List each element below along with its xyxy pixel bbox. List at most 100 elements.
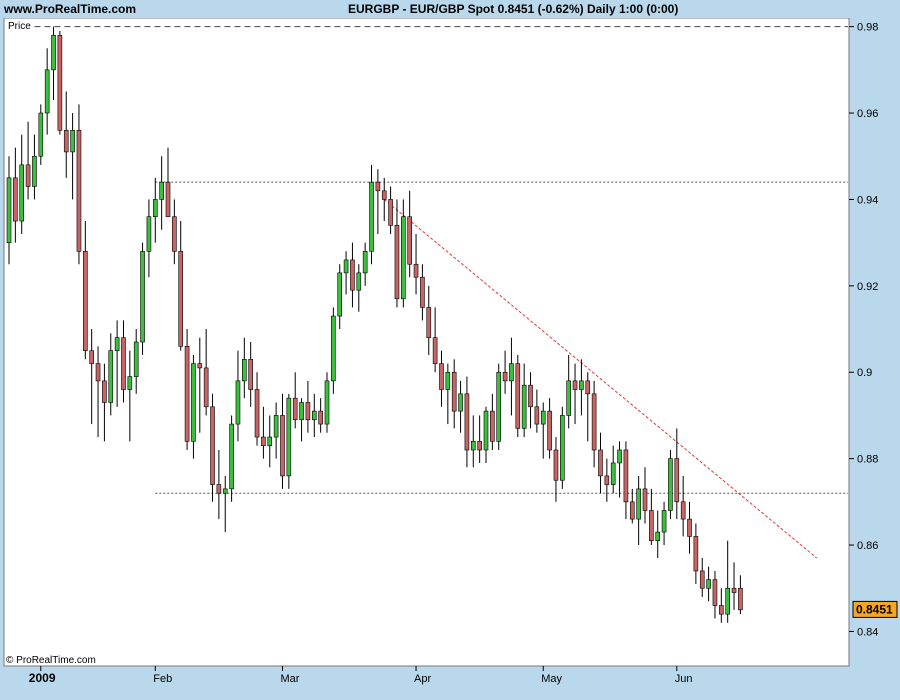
candle	[102, 380, 107, 403]
candle	[521, 384, 527, 429]
candle	[44, 69, 50, 114]
candle	[13, 177, 18, 222]
candle	[439, 363, 444, 390]
plot-panel	[3, 18, 850, 667]
candle	[617, 449, 622, 464]
y-tick-label: 0.94	[857, 194, 878, 206]
candle	[114, 337, 120, 351]
candle	[394, 225, 400, 300]
candle	[222, 488, 228, 494]
candle	[51, 34, 56, 71]
candle	[159, 181, 164, 200]
candle	[273, 415, 279, 438]
x-tick-label: May	[541, 673, 562, 685]
x-tick-label: Apr	[414, 673, 431, 685]
x-tick-label: 2009	[29, 671, 56, 685]
candle	[267, 436, 273, 446]
candle	[598, 449, 603, 477]
candle	[311, 410, 317, 421]
y-tick-label: 0.86	[857, 540, 878, 552]
candle	[203, 367, 209, 408]
y-tick-label: 0.84	[857, 626, 878, 638]
candle	[133, 341, 139, 377]
candle	[534, 406, 540, 425]
candle	[172, 216, 177, 252]
candle	[299, 402, 304, 421]
candle	[680, 501, 686, 520]
candle	[426, 307, 432, 338]
candle	[604, 475, 610, 485]
candle	[343, 259, 349, 274]
candle	[63, 130, 69, 153]
candle	[496, 371, 502, 442]
candle	[197, 363, 203, 369]
candle	[725, 587, 730, 615]
candle	[579, 380, 584, 390]
candle	[719, 605, 724, 615]
candle	[318, 410, 323, 425]
candle	[610, 462, 616, 485]
candle	[286, 397, 292, 477]
candle	[432, 337, 438, 364]
candle	[191, 363, 196, 442]
candle	[388, 199, 393, 226]
candle	[95, 363, 101, 382]
title-bar: www.ProRealTime.com EURGBP - EUR/GBP Spo…	[0, 0, 900, 18]
x-axis: 2009 Feb Mar Apr May Jun	[29, 666, 693, 685]
candle	[738, 587, 743, 611]
candle	[229, 423, 234, 490]
candle	[483, 410, 489, 451]
candle	[381, 190, 387, 200]
candle	[337, 272, 343, 317]
candle	[693, 536, 699, 572]
candle	[572, 380, 578, 390]
candle	[470, 441, 476, 451]
candle	[528, 384, 533, 408]
candle	[248, 358, 253, 390]
candle	[706, 579, 711, 589]
candle	[445, 371, 451, 390]
candle	[674, 458, 680, 503]
candle	[699, 570, 705, 589]
candle	[591, 393, 597, 451]
y-tick-label: 0.98	[857, 22, 878, 34]
candle	[687, 518, 692, 537]
candle	[350, 259, 355, 291]
candle	[420, 276, 425, 308]
candle	[178, 250, 184, 347]
x-tick-label: Feb	[153, 673, 172, 685]
candle	[57, 34, 63, 131]
x-tick-label: Mar	[280, 673, 299, 685]
candle	[547, 410, 552, 451]
candle	[108, 350, 114, 403]
trend-line	[383, 199, 818, 559]
candle	[216, 484, 222, 494]
copyright: © ProRealTime.com	[6, 655, 96, 666]
y-tick-label: 0.96	[857, 108, 878, 120]
x-tick-label: Jun	[675, 673, 693, 685]
candle	[38, 112, 44, 157]
candle	[731, 587, 737, 593]
candle	[490, 410, 495, 442]
candle	[331, 315, 336, 382]
y-tick-label: 0.9	[857, 367, 872, 379]
candle	[477, 441, 482, 451]
price-chart[interactable]: Price © ProRealTime.com 0.840.860.880.90…	[0, 18, 900, 700]
y-axis: 0.84 0.86 0.88 0.9 0.92 0.94 0.96 0.98	[849, 22, 878, 638]
candle	[642, 488, 648, 511]
candle	[636, 488, 641, 520]
candle	[649, 510, 654, 542]
site-name: www.ProRealTime.com	[4, 2, 137, 16]
candle	[235, 380, 241, 425]
last-price-badge: 0.8451	[852, 600, 898, 618]
candle	[515, 363, 521, 429]
candle	[661, 510, 667, 533]
candle	[655, 531, 661, 542]
candle	[451, 371, 457, 412]
candle	[121, 337, 126, 390]
y-tick-label: 0.88	[857, 454, 878, 466]
last-price-badge-box	[852, 600, 898, 618]
candle	[140, 250, 145, 343]
candle	[146, 216, 152, 252]
candle	[261, 436, 266, 446]
